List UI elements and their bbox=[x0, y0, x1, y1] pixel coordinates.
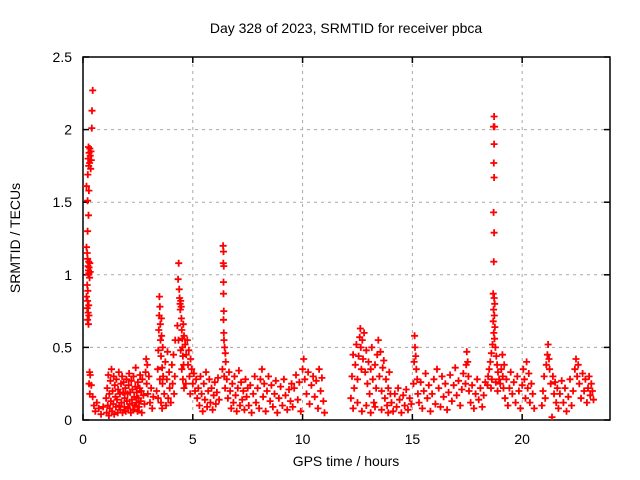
plot-border bbox=[82, 56, 611, 421]
data-points bbox=[83, 86, 597, 421]
x-tick-label: 5 bbox=[189, 431, 197, 447]
y-axis-label: SRMTID / TECUs bbox=[7, 183, 23, 293]
x-tick-label: 0 bbox=[79, 431, 87, 447]
y-tick-label: 2.5 bbox=[53, 49, 73, 65]
x-tick-label: 20 bbox=[514, 431, 530, 447]
chart-title: Day 328 of 2023, SRMTID for receiver pbc… bbox=[210, 20, 483, 36]
y-tick-label: 2 bbox=[64, 122, 72, 138]
y-tick-label: 0.5 bbox=[53, 339, 73, 355]
y-tick-label: 1.5 bbox=[53, 194, 73, 210]
y-tick-label: 0 bbox=[64, 412, 72, 428]
x-tick-label: 15 bbox=[405, 431, 421, 447]
scatter-series-srmtid bbox=[83, 86, 597, 421]
tick-labels: 0 5 10 15 20 0 0.5 1 1.5 2 2.5 bbox=[53, 49, 531, 447]
x-tick-label: 10 bbox=[295, 431, 311, 447]
y-tick-label: 1 bbox=[64, 267, 72, 283]
x-axis-label: GPS time / hours bbox=[293, 453, 400, 469]
